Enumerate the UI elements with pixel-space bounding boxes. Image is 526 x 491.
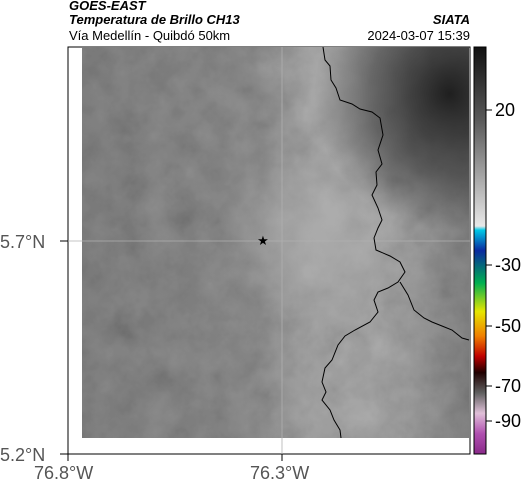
brightness-temperature-image: [82, 47, 469, 438]
lat-label-5-2: 5.2°N: [0, 445, 46, 465]
agency-label: SIATA: [432, 12, 470, 27]
colorbar-tick-minus70: -70: [495, 376, 522, 396]
colorbar: [473, 46, 487, 455]
colorbar-tick-minus50: -50: [495, 316, 522, 336]
region-label: Vía Medellín - Quibdó 50km: [69, 28, 231, 43]
lon-label-76-8: 76.8°W: [34, 463, 94, 483]
colorbar-tick-minus30: -30: [495, 255, 522, 275]
location-marker-icon: ★: [257, 233, 269, 248]
product-title: Temperatura de Brillo CH13: [69, 12, 240, 27]
border-line: [399, 281, 470, 341]
lat-label-5-7: 5.7°N: [0, 232, 46, 252]
satellite-title: GOES-EAST: [69, 0, 146, 13]
colorbar-tick-20: 20: [495, 100, 516, 120]
lon-label-76-3: 76.3°W: [250, 463, 310, 483]
colorbar-tick-minus90: -90: [495, 411, 522, 431]
timestamp-label: 2024-03-07 15:39: [367, 28, 470, 43]
boundary-line: [321, 46, 406, 439]
